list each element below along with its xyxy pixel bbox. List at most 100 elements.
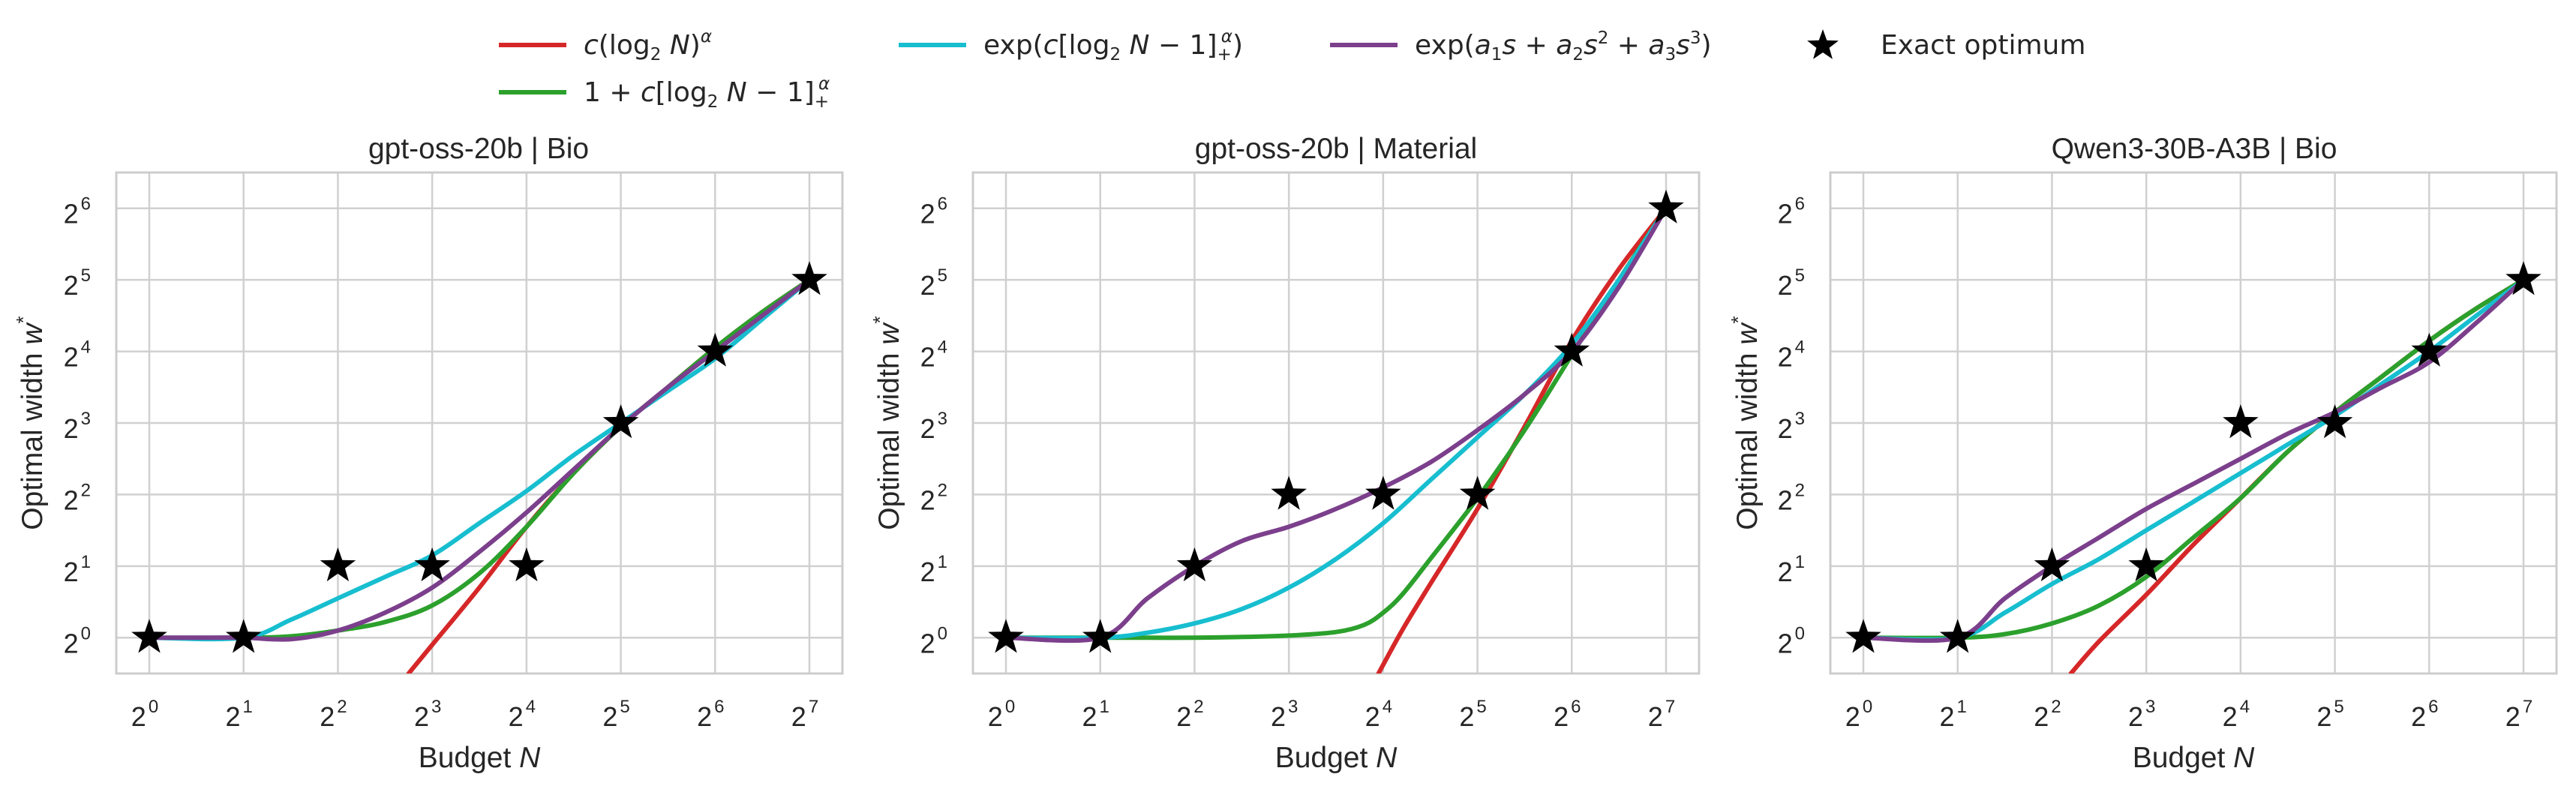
- exact-optimum-star: [2128, 547, 2164, 582]
- exact-optimum-star: [2505, 261, 2541, 296]
- series-line-purple: [1861, 278, 2526, 644]
- exact-optimum-star: [320, 547, 356, 582]
- exact-optimum-star: [414, 547, 450, 582]
- panel-gpt-oss-20b-material: gpt-oss-20b | Material 2 0 2 1 2 2 2 3 2 4 2 5 2 6 2 7 2…: [869, 133, 1701, 774]
- legend-entry-purple: exp(a1s + a2s2 + a3s3): [1330, 28, 1712, 64]
- legend-label-green: 1 + c[log2 N − 1]+α: [584, 74, 830, 112]
- exact-optimum-star: [1554, 332, 1590, 367]
- series-line-green: [147, 278, 812, 640]
- series-line-purple: [147, 278, 812, 642]
- exact-optimum-star: [2316, 404, 2353, 439]
- exact-optimum-markers: [988, 189, 1684, 653]
- y-axis-label: Optimal width w*: [1727, 316, 1764, 530]
- exact-optimum-star: [509, 547, 545, 582]
- y-axis-label: Optimal width w*: [869, 316, 905, 530]
- legend-label-red: c(log2 N)α: [584, 27, 712, 64]
- exact-optimum-markers: [131, 261, 827, 653]
- exact-optimum-star: [225, 619, 262, 653]
- legend-entry-star: Exact optimum: [1807, 29, 2085, 61]
- series-line-green: [1004, 206, 1668, 640]
- grid: [1830, 172, 2556, 674]
- legend-label-star: Exact optimum: [1881, 30, 2085, 61]
- legend-label-cyan: exp(c[log2 N − 1]+α): [983, 27, 1243, 64]
- exact-optimum-star: [1271, 476, 1307, 510]
- x-axis-label: Budget N: [419, 742, 541, 774]
- exact-optimum-star: [1365, 476, 1401, 510]
- exact-optimum-star: [697, 332, 734, 367]
- legend-label-purple: exp(a1s + a2s2 + a3s3): [1415, 28, 1712, 64]
- panel-title: Qwen3-30B-A3B | Bio: [2052, 133, 2337, 165]
- exact-optimum-star: [2411, 332, 2448, 367]
- exact-optimum-star: [791, 261, 827, 296]
- x-axis-label: Budget N: [1275, 742, 1398, 774]
- plot-frame: [1829, 171, 2558, 675]
- exact-optimum-star: [1648, 189, 1684, 224]
- legend-entry-cyan: exp(c[log2 N − 1]+α): [899, 27, 1243, 64]
- exact-optimum-star: [131, 619, 167, 653]
- legend-entry-green: 1 + c[log2 N − 1]+α: [499, 74, 830, 112]
- exact-optimum-star: [2034, 547, 2070, 582]
- exact-optimum-star: [1459, 476, 1496, 510]
- legend-entry-red: c(log2 N)α: [499, 27, 712, 64]
- panel-title: gpt-oss-20b | Bio: [368, 133, 589, 165]
- panel-title: gpt-oss-20b | Material: [1195, 133, 1477, 165]
- legend-star-marker: [1807, 29, 1839, 59]
- exact-optimum-markers: [1845, 261, 2541, 653]
- plot-frame: [971, 171, 1701, 675]
- exact-optimum-star: [1176, 547, 1213, 582]
- x-axis-label: Budget N: [2133, 742, 2255, 774]
- exact-optimum-star: [1082, 619, 1118, 653]
- exact-optimum-star: [602, 404, 639, 439]
- exact-optimum-star: [1939, 619, 1976, 653]
- y-axis-label: Optimal width w*: [12, 316, 49, 530]
- legend-star-icon: [1807, 29, 1839, 59]
- exact-optimum-star: [1845, 619, 1881, 653]
- panel-qwen3-30b-a3b-bio: Qwen3-30B-A3B | Bio 2 0 2 1 2 2 2 3 2 4 2 5 2 6 2 7 2 0 2 1…: [1727, 133, 2558, 774]
- plot-frame: [115, 171, 844, 675]
- exact-optimum-star: [2223, 404, 2259, 439]
